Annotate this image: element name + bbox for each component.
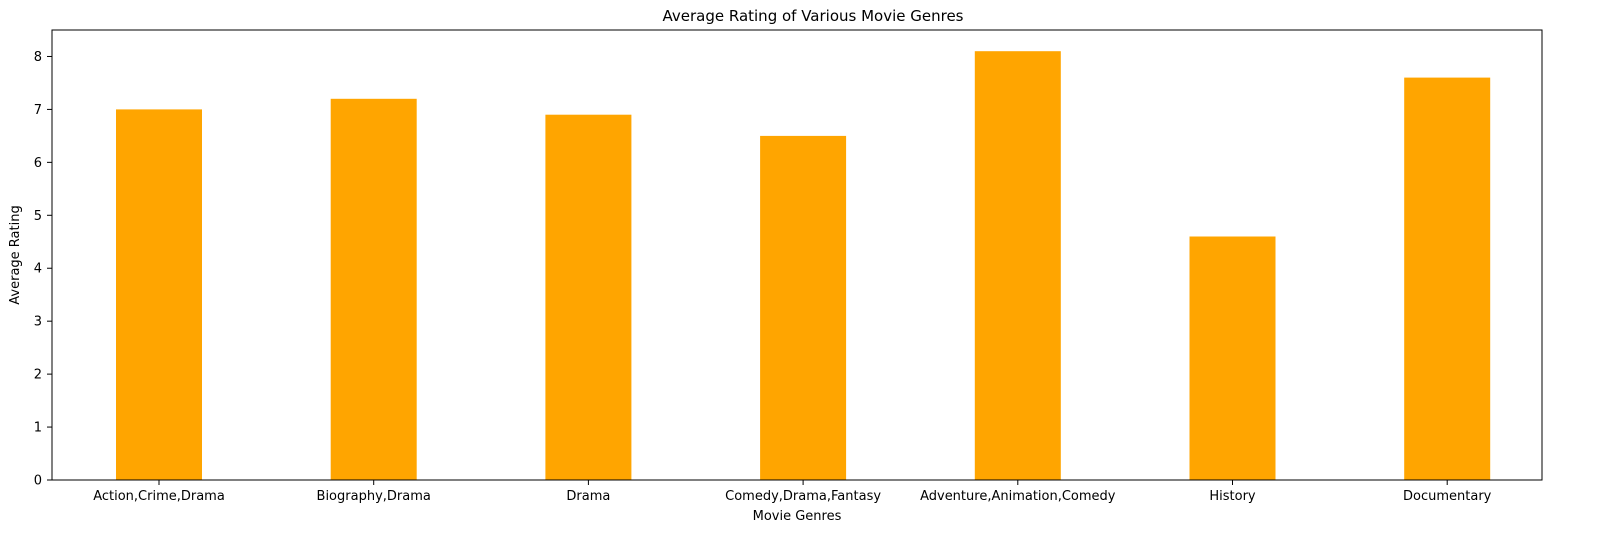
plot-frame bbox=[51, 29, 1543, 481]
y-tick-label: 7 bbox=[34, 103, 42, 118]
bar bbox=[545, 114, 632, 480]
y-tick-label: 4 bbox=[34, 262, 42, 277]
bar bbox=[974, 51, 1061, 480]
bar bbox=[116, 109, 202, 481]
chart-title: Average Rating of Various Movie Genres bbox=[662, 7, 963, 25]
bar bbox=[330, 98, 417, 481]
y-tick-label: 1 bbox=[34, 421, 42, 436]
y-axis-ticks: 0 1 2 3 4 5 6 7 8 bbox=[34, 50, 52, 489]
bars-group bbox=[116, 51, 1491, 481]
x-tick-label: Action,Crime,Drama bbox=[93, 489, 225, 504]
x-tick-label: Adventure,Animation,Comedy bbox=[920, 489, 1116, 504]
y-tick-label: 2 bbox=[34, 368, 42, 383]
x-tick-label: Documentary bbox=[1403, 489, 1492, 504]
y-axis-label: Average Rating bbox=[8, 205, 23, 304]
x-tick-label: Drama bbox=[566, 489, 610, 504]
y-tick-label: 5 bbox=[34, 209, 42, 224]
y-tick-label: 0 bbox=[34, 474, 42, 489]
y-tick-label: 3 bbox=[34, 315, 42, 330]
y-tick-label: 6 bbox=[34, 156, 42, 171]
x-axis-label: Movie Genres bbox=[753, 509, 842, 524]
bar bbox=[1189, 236, 1276, 480]
x-tick-label: Biography,Drama bbox=[317, 489, 431, 504]
y-tick-label: 8 bbox=[34, 50, 42, 65]
x-tick-label: Comedy,Drama,Fantasy bbox=[725, 489, 881, 504]
bar bbox=[760, 135, 847, 480]
x-axis-ticks: Action,Crime,Drama Biography,Drama Drama Co… bbox=[93, 480, 1492, 504]
bar bbox=[1404, 77, 1491, 480]
x-tick-label: History bbox=[1209, 489, 1256, 504]
